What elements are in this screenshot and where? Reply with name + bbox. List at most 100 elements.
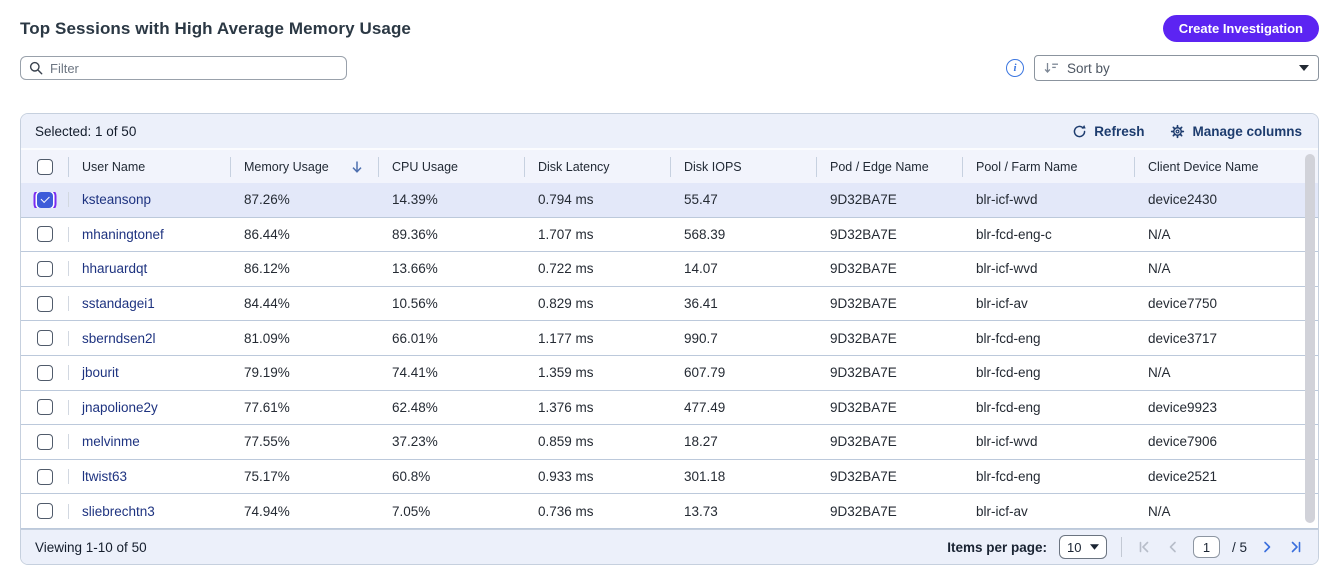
cell-user-name: ltwist63 xyxy=(68,469,230,484)
row-checkbox-cell xyxy=(21,191,68,208)
cell-disk-latency: 1.376 ms xyxy=(538,399,594,415)
row-checkbox[interactable] xyxy=(36,399,53,416)
first-page-button[interactable] xyxy=(1136,539,1153,555)
table-row[interactable]: sliebrechtn3 74.94% 7.05% 0.736 ms 13.73… xyxy=(21,494,1318,529)
user-name-link[interactable]: jbourit xyxy=(82,365,119,381)
chevron-down-icon xyxy=(1299,65,1309,71)
column-header-memory-usage[interactable]: Memory Usage xyxy=(230,160,378,174)
user-name-link[interactable]: sliebrechtn3 xyxy=(82,503,155,519)
row-checkbox[interactable] xyxy=(36,468,53,485)
next-page-icon xyxy=(1264,541,1271,553)
row-checkbox[interactable] xyxy=(36,503,53,520)
table-row[interactable]: sberndsen2l 81.09% 66.01% 1.177 ms 990.7… xyxy=(21,321,1318,356)
user-name-link[interactable]: melvinme xyxy=(82,434,140,450)
row-checkbox[interactable] xyxy=(36,433,53,450)
manage-columns-button[interactable]: Manage columns xyxy=(1170,124,1302,139)
row-checkbox-cell xyxy=(21,364,68,381)
last-page-icon xyxy=(1291,541,1301,553)
cell-client-device-name: device9923 xyxy=(1148,399,1218,415)
cell-memory-usage: 77.55% xyxy=(244,434,290,450)
info-icon[interactable]: i xyxy=(1006,59,1024,77)
column-header-client-device-name[interactable]: Client Device Name xyxy=(1134,160,1318,174)
cell-user-name: sberndsen2l xyxy=(68,331,230,346)
user-name-link[interactable]: ksteansonp xyxy=(82,192,152,208)
cell-pod-edge-name: 9D32BA7E xyxy=(830,261,897,277)
cell-memory-usage: 79.19% xyxy=(244,365,290,381)
table-row[interactable]: melvinme 77.55% 37.23% 0.859 ms 18.27 9D… xyxy=(21,425,1318,460)
sessions-table-panel: Selected: 1 of 50 Refresh xyxy=(20,113,1319,565)
column-header-disk-iops[interactable]: Disk IOPS xyxy=(670,160,816,174)
user-name-link[interactable]: ltwist63 xyxy=(82,469,128,485)
cell-pod-edge-name: 9D32BA7E xyxy=(830,226,897,242)
table-row[interactable]: jnapolione2y 77.61% 62.48% 1.376 ms 477.… xyxy=(21,390,1318,426)
user-name-link[interactable]: hharuardqt xyxy=(82,261,148,277)
cell-memory-usage: 77.61% xyxy=(244,399,290,415)
page-title: Top Sessions with High Average Memory Us… xyxy=(20,18,411,38)
sort-by-dropdown[interactable]: Sort by xyxy=(1034,55,1319,81)
cell-disk-latency: 0.722 ms xyxy=(538,261,594,277)
select-all-checkbox[interactable] xyxy=(36,158,53,175)
cell-user-name: hharuardqt xyxy=(68,261,230,276)
refresh-button[interactable]: Refresh xyxy=(1072,124,1144,139)
cell-disk-iops: 477.49 xyxy=(684,399,726,415)
row-checkbox[interactable] xyxy=(36,364,53,381)
row-checkbox[interactable] xyxy=(36,330,53,347)
table-row[interactable]: mhaningtonef 86.44% 89.36% 1.707 ms 568.… xyxy=(21,217,1318,253)
user-name-link[interactable]: jnapolione2y xyxy=(82,399,158,415)
table-row[interactable]: jbourit 79.19% 74.41% 1.359 ms 607.79 9D… xyxy=(21,355,1318,391)
previous-page-button[interactable] xyxy=(1165,539,1181,555)
cell-disk-iops: 36.41 xyxy=(684,296,718,312)
row-checkbox-cell xyxy=(21,503,68,520)
table-action-bar: Selected: 1 of 50 Refresh xyxy=(21,114,1318,150)
cell-pool-farm-name: blr-icf-av xyxy=(976,503,1028,519)
row-checkbox[interactable] xyxy=(36,260,53,277)
cell-user-name: sstandagei1 xyxy=(68,296,230,311)
row-checkbox[interactable] xyxy=(36,191,53,208)
scrollbar-thumb[interactable] xyxy=(1305,154,1315,523)
cell-pool-farm-name: blr-fcd-eng xyxy=(976,469,1041,485)
cell-disk-iops: 301.18 xyxy=(684,469,726,485)
cell-cpu-usage: 7.05% xyxy=(392,503,431,519)
cell-memory-usage: 75.17% xyxy=(244,469,290,485)
column-header-user-name[interactable]: User Name xyxy=(68,160,230,174)
user-name-link[interactable]: mhaningtonef xyxy=(82,226,164,242)
user-name-link[interactable]: sstandagei1 xyxy=(82,296,155,312)
cell-cpu-usage: 10.56% xyxy=(392,296,438,312)
column-header-pool-farm-name[interactable]: Pool / Farm Name xyxy=(962,160,1134,174)
column-header-cpu-usage[interactable]: CPU Usage xyxy=(378,160,524,174)
vertical-scrollbar[interactable] xyxy=(1305,152,1315,527)
cell-pool-farm-name: blr-fcd-eng xyxy=(976,365,1041,381)
cell-cpu-usage: 13.66% xyxy=(392,261,438,277)
cell-cpu-usage: 14.39% xyxy=(392,192,438,208)
page-number-input[interactable] xyxy=(1192,536,1220,558)
previous-page-icon xyxy=(1169,541,1176,553)
row-checkbox[interactable] xyxy=(36,295,53,312)
row-checkbox[interactable] xyxy=(36,226,53,243)
cell-disk-latency: 0.933 ms xyxy=(538,469,594,485)
sort-icon xyxy=(1044,63,1058,73)
table-row[interactable]: sstandagei1 84.44% 10.56% 0.829 ms 36.41… xyxy=(21,286,1318,322)
cell-cpu-usage: 89.36% xyxy=(392,226,438,242)
cell-pool-farm-name: blr-icf-wvd xyxy=(976,192,1038,208)
cell-memory-usage: 87.26% xyxy=(244,192,290,208)
cell-cpu-usage: 37.23% xyxy=(392,434,438,450)
table-row[interactable]: hharuardqt 86.12% 13.66% 0.722 ms 14.07 … xyxy=(21,252,1318,287)
column-header-pod-edge-name[interactable]: Pod / Edge Name xyxy=(816,160,962,174)
next-page-button[interactable] xyxy=(1259,539,1275,555)
selected-count: Selected: 1 of 50 xyxy=(35,123,137,139)
user-name-link[interactable]: sberndsen2l xyxy=(82,330,156,346)
filter-input[interactable] xyxy=(50,60,338,76)
items-per-page-select[interactable]: 10 xyxy=(1058,535,1107,559)
cell-cpu-usage: 74.41% xyxy=(392,365,438,381)
table-row[interactable]: ltwist63 75.17% 60.8% 0.933 ms 301.18 9D… xyxy=(21,459,1318,495)
last-page-button[interactable] xyxy=(1287,539,1304,555)
cell-pod-edge-name: 9D32BA7E xyxy=(830,192,897,208)
table-row[interactable]: ksteansonp 87.26% 14.39% 0.794 ms 55.47 … xyxy=(21,183,1318,218)
row-checkbox-cell xyxy=(21,295,68,312)
column-header-disk-latency[interactable]: Disk Latency xyxy=(524,160,670,174)
filter-input-wrapper[interactable] xyxy=(20,56,347,80)
table-header-row: User Name Memory Usage CPU Usage Disk La… xyxy=(21,150,1318,183)
divider xyxy=(1120,537,1122,557)
cell-client-device-name: device7750 xyxy=(1148,296,1218,312)
create-investigation-button[interactable]: Create Investigation xyxy=(1162,15,1319,42)
